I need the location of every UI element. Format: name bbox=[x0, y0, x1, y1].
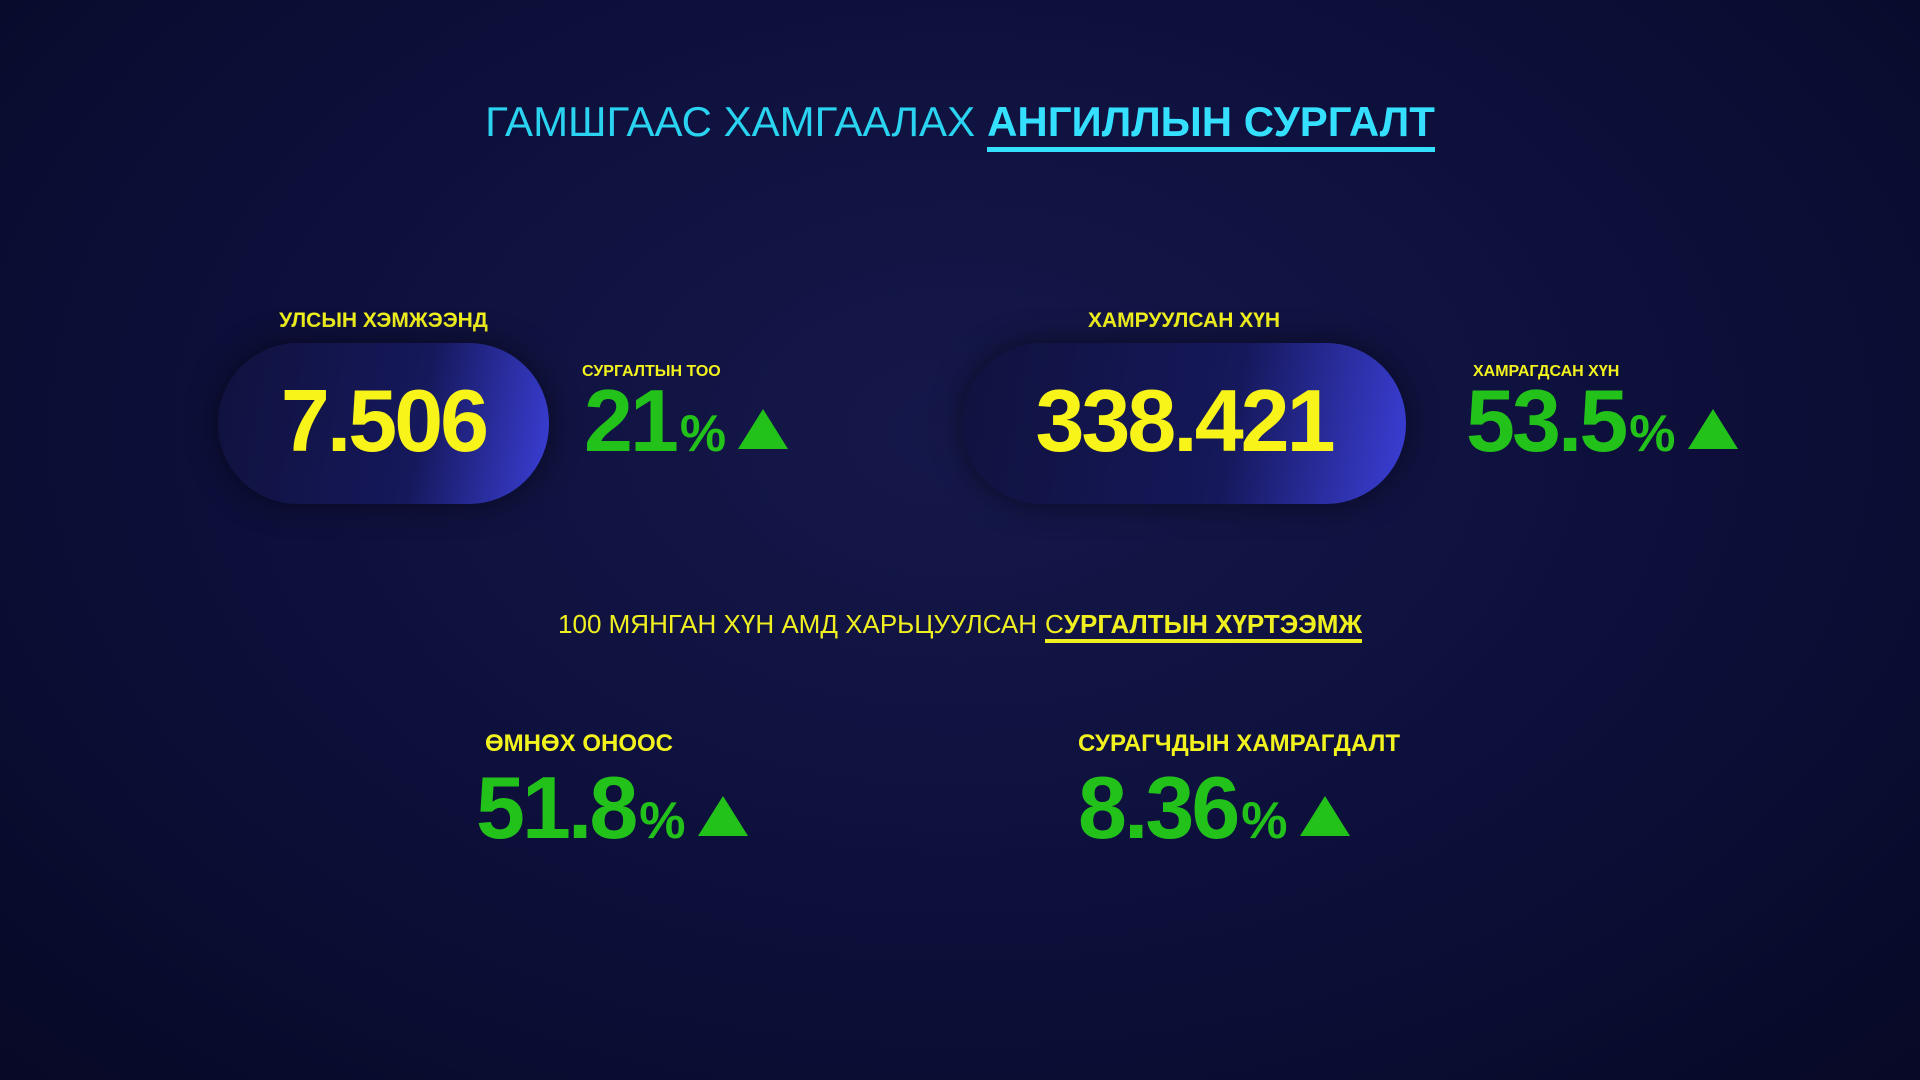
stat-pill bbox=[218, 343, 549, 504]
unit: % bbox=[1241, 792, 1288, 850]
subtitle-bold: УРГАЛТЫН ХҮРТЭЭМЖ bbox=[1063, 609, 1362, 639]
stat-value: 8.36 bbox=[1078, 758, 1240, 857]
change-value: 21 bbox=[584, 371, 679, 470]
stat-label: УЛСЫН ХЭМЖЭЭНД bbox=[279, 309, 488, 332]
change: 21% bbox=[584, 370, 790, 472]
stat: 8.36% bbox=[1078, 757, 1352, 859]
change-label: ХАМРАГДСАН ХҮН bbox=[1473, 363, 1620, 380]
up-arrow bbox=[1299, 796, 1350, 836]
stat-value: 51.8 bbox=[476, 758, 638, 857]
up-arrow bbox=[738, 409, 789, 449]
stat-label: ӨМНӨХ ОНООС bbox=[485, 730, 674, 757]
stat-value: 338.421 bbox=[1035, 371, 1335, 470]
stat-value: 7.506 bbox=[280, 371, 489, 470]
subtitle: 100 МЯНГАН ХҮН АМД ХАРЬЦУУЛСАН СУРГАЛТЫН … bbox=[0, 609, 1920, 643]
up-arrow bbox=[1687, 409, 1738, 449]
stat-pill bbox=[962, 343, 1406, 504]
unit: % bbox=[679, 405, 727, 463]
subtitle-first: С bbox=[1045, 609, 1064, 639]
title-bold: АНГИЛЛЫН СУРГАЛТ bbox=[987, 98, 1435, 152]
unit: % bbox=[1629, 405, 1676, 463]
subtitle-plain: 100 МЯНГАН ХҮН АМД ХАРЬЦУУЛСАН bbox=[558, 609, 1038, 639]
up-arrow bbox=[697, 796, 748, 836]
change-value: 53.5 bbox=[1466, 371, 1628, 470]
stat-label: СУРАГЧДЫН ХАМРАГДАЛТ bbox=[1078, 730, 1401, 757]
title-plain: ГАМШГААС ХАМГААЛАХ bbox=[485, 98, 976, 145]
subtitle-underlined: СУРГАЛТЫН ХҮРТЭЭМЖ bbox=[1045, 609, 1362, 643]
stat: 51.8% bbox=[476, 757, 750, 859]
unit: % bbox=[639, 792, 686, 850]
title: ГАМШГААС ХАМГААЛАХ АНГИЛЛЫН СУРГАЛТ bbox=[0, 98, 1920, 152]
change: 53.5% bbox=[1466, 370, 1740, 472]
stat-label: ХАМРУУЛСАН ХҮН bbox=[1087, 309, 1281, 332]
change-label: СУРГАЛТЫН ТОО bbox=[582, 363, 721, 380]
